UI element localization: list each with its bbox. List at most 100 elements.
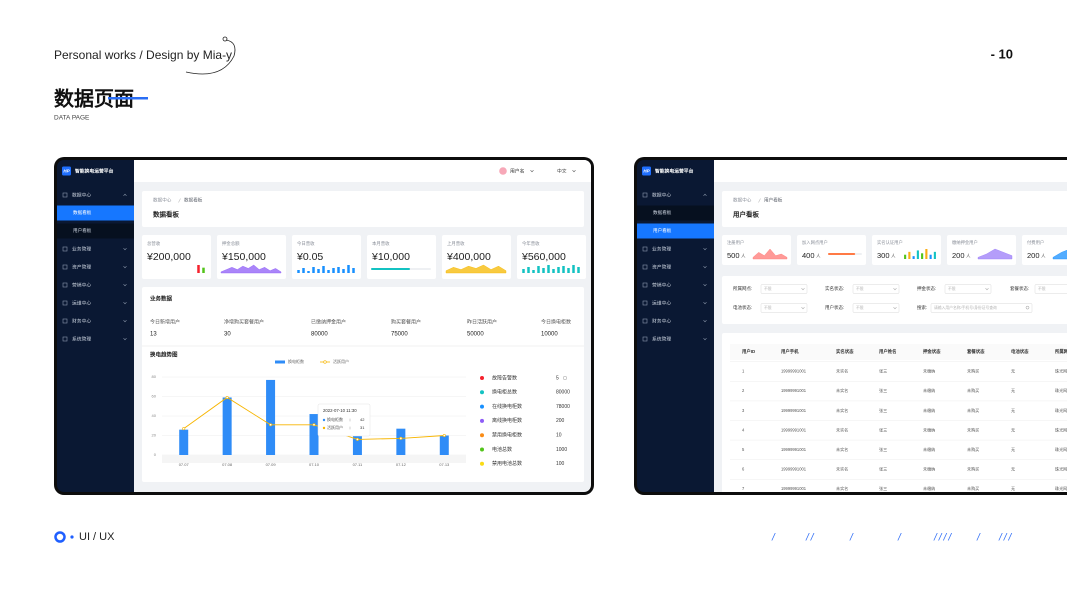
nav-sublabel[interactable]: 数据看板: [653, 209, 672, 216]
nav-item[interactable]: 财务中心: [642, 317, 707, 324]
legend-swatch: [275, 360, 285, 364]
nav-icon: [62, 264, 68, 270]
topbar-language[interactable]: 中文: [557, 167, 567, 174]
legend-label: 换电柜数: [288, 358, 304, 364]
nav-subitem[interactable]: 数据看板: [57, 205, 134, 221]
table-cell: 张三: [879, 368, 887, 374]
filter-input[interactable]: [1034, 284, 1067, 294]
nav-label[interactable]: 资产管理: [72, 263, 91, 270]
mini-area: [752, 248, 788, 260]
table-cell: 无: [1011, 369, 1015, 374]
filter-label: 套餐状态:: [1010, 285, 1029, 292]
table-cell: 珠光网点: [1055, 446, 1067, 452]
nav-label[interactable]: 运维中心: [652, 299, 671, 306]
stat-unit: 人: [966, 254, 971, 259]
table-cell: 未购买: [967, 368, 979, 374]
status-value: 200: [556, 418, 565, 424]
filter-input[interactable]: [760, 303, 808, 313]
nav-item[interactable]: 资产管理: [62, 263, 127, 270]
nav-sublabel[interactable]: 用户看板: [653, 227, 672, 234]
nav-item[interactable]: 系统管理: [62, 335, 127, 342]
nav-label[interactable]: 数据中心: [72, 191, 91, 198]
mini-bar: [925, 249, 928, 259]
nav-label[interactable]: 营销中心: [652, 281, 671, 288]
mini-area: [220, 264, 282, 274]
app-name: 智能换电运营平台: [655, 167, 694, 174]
nav-item[interactable]: 运维中心: [642, 299, 707, 306]
filter[interactable]: 押金状态: 不限: [917, 284, 992, 294]
filter-label: 押金状态:: [917, 285, 936, 292]
filter-input[interactable]: [930, 303, 1033, 313]
footer-ring: [54, 531, 66, 543]
filter[interactable]: 套餐状态: 不限: [1010, 284, 1067, 294]
metric-value: 75000: [391, 332, 408, 338]
nav-sublabel[interactable]: 数据看板: [73, 209, 92, 216]
filter-input[interactable]: [944, 284, 992, 294]
progress-bar: [828, 253, 856, 255]
bar: [222, 397, 232, 455]
table-cell: 19999991001: [781, 388, 807, 393]
logo-box: [62, 166, 71, 176]
table-cell: 6: [742, 467, 745, 472]
nav-label[interactable]: 运维中心: [72, 299, 91, 306]
breadcrumb-separator: [758, 198, 761, 203]
tooltip: 2022-07-10 11:30 换电柜数 42 活跃用户 31: [317, 403, 371, 437]
table-header: 押金状态: [923, 348, 941, 355]
nav-icon: [642, 264, 648, 270]
bar: [352, 431, 362, 455]
nav-label[interactable]: 系统管理: [652, 335, 671, 342]
nav-item[interactable]: 运维中心: [62, 299, 127, 306]
filter[interactable]: 所属网点: 不限: [733, 284, 808, 294]
swoosh: [185, 39, 236, 75]
topbar-user[interactable]: 用户名: [510, 167, 525, 174]
nav-item[interactable]: 系统管理: [642, 335, 707, 342]
nav-subitem[interactable]: 数据看板: [637, 205, 714, 221]
filter-placeholder: 不限: [764, 286, 772, 291]
stat-card: [797, 235, 866, 265]
filter-input[interactable]: [760, 284, 808, 294]
status-value: 100: [556, 461, 565, 467]
nav-label[interactable]: 财务中心: [72, 317, 91, 324]
nav-label[interactable]: 系统管理: [72, 335, 91, 342]
y-tick-label: 40: [152, 413, 157, 418]
filter-placeholder: 不限: [764, 305, 772, 310]
nav-label[interactable]: 数据中心: [652, 191, 671, 198]
nav-label[interactable]: 财务中心: [652, 317, 671, 324]
nav-sublabel[interactable]: 用户看板: [73, 227, 92, 234]
table-header: 用户姓名: [879, 348, 897, 355]
nav-item[interactable]: 数据中心: [642, 191, 707, 198]
chevron: [703, 283, 707, 287]
nav-item[interactable]: 营销中心: [642, 281, 707, 288]
nav-item[interactable]: 业务管理: [642, 245, 707, 252]
filter-input[interactable]: [852, 284, 900, 294]
nav-label[interactable]: 资产管理: [652, 263, 671, 270]
stat-card: [1022, 235, 1067, 265]
y-tick-label: 0: [154, 452, 157, 457]
metric-value: 10000: [541, 332, 558, 338]
nav-item[interactable]: 数据中心: [62, 191, 127, 198]
nav-item[interactable]: 营销中心: [62, 281, 127, 288]
metric-label: 昨日活跃用户: [467, 318, 497, 325]
tooltip-series: 活跃用户: [327, 424, 343, 430]
table-card: [722, 333, 1067, 492]
nav-label[interactable]: 营销中心: [72, 281, 91, 288]
filter[interactable]: 实名状态: 不限: [825, 284, 900, 294]
stat-label: 押金总额: [222, 240, 240, 247]
progress-bar: [371, 268, 410, 270]
nav-subitem[interactable]: 用户看板: [637, 223, 714, 239]
credit: Personal works / Design by Mia-y: [54, 48, 232, 62]
filter[interactable]: 电池状态: 不限: [733, 303, 808, 313]
nav-item[interactable]: 财务中心: [62, 317, 127, 324]
mini-bar: [532, 270, 535, 273]
nav-label[interactable]: 业务管理: [652, 245, 671, 252]
nav-item[interactable]: 资产管理: [642, 263, 707, 270]
nav-item[interactable]: 业务管理: [62, 245, 127, 252]
table-cell: 张三: [879, 387, 887, 393]
nav-subitem[interactable]: 用户看板: [57, 223, 134, 239]
chevron: [572, 169, 576, 173]
filter[interactable]: 搜索: 请输入用户名称/手机号/身份证号查询: [917, 303, 1033, 313]
filter[interactable]: 用户状态: 不限: [825, 303, 900, 313]
filter-input[interactable]: [852, 303, 900, 313]
nav-label[interactable]: 业务管理: [72, 245, 91, 252]
